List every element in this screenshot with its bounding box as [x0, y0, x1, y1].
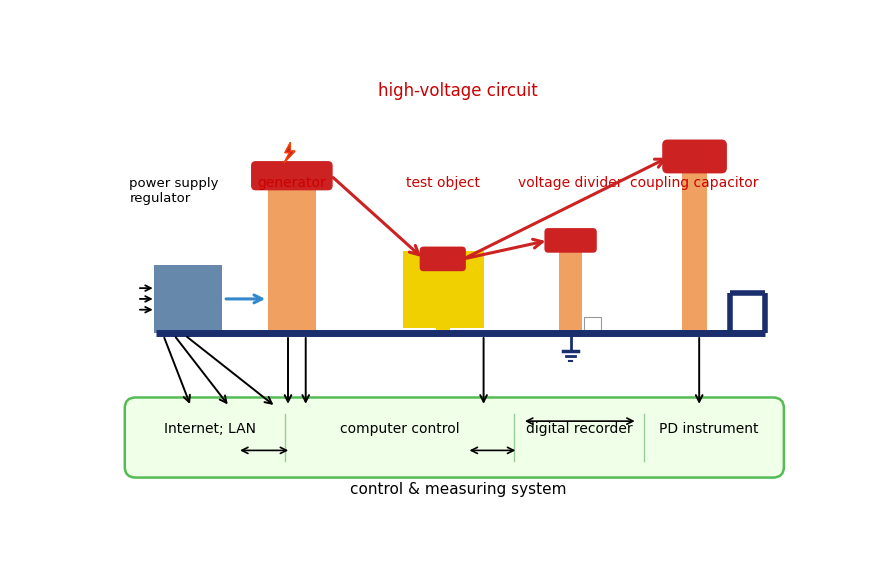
Polygon shape: [284, 143, 295, 162]
Text: coupling capacitor: coupling capacitor: [630, 177, 759, 190]
FancyBboxPatch shape: [125, 397, 784, 478]
FancyBboxPatch shape: [662, 140, 727, 173]
FancyBboxPatch shape: [251, 161, 333, 190]
Bar: [559, 247, 582, 333]
Bar: [707, 122, 764, 333]
Text: power supply
regulator: power supply regulator: [130, 177, 219, 205]
FancyBboxPatch shape: [419, 247, 466, 271]
FancyBboxPatch shape: [544, 228, 597, 253]
Text: voltage divider: voltage divider: [519, 177, 623, 190]
Text: digital recorder: digital recorder: [526, 422, 632, 436]
Bar: [268, 183, 316, 333]
Text: PD instrument: PD instrument: [659, 422, 758, 436]
Text: high-voltage circuit: high-voltage circuit: [378, 82, 538, 100]
Text: test object: test object: [406, 177, 480, 190]
Text: Internet; LAN: Internet; LAN: [164, 422, 257, 436]
Text: computer control: computer control: [340, 422, 460, 436]
Bar: [154, 265, 222, 333]
Text: control & measuring system: control & measuring system: [350, 482, 567, 498]
Bar: [682, 164, 707, 333]
Bar: [436, 265, 450, 333]
Bar: [402, 251, 484, 328]
Bar: [585, 316, 602, 333]
Text: generator: generator: [257, 177, 326, 190]
